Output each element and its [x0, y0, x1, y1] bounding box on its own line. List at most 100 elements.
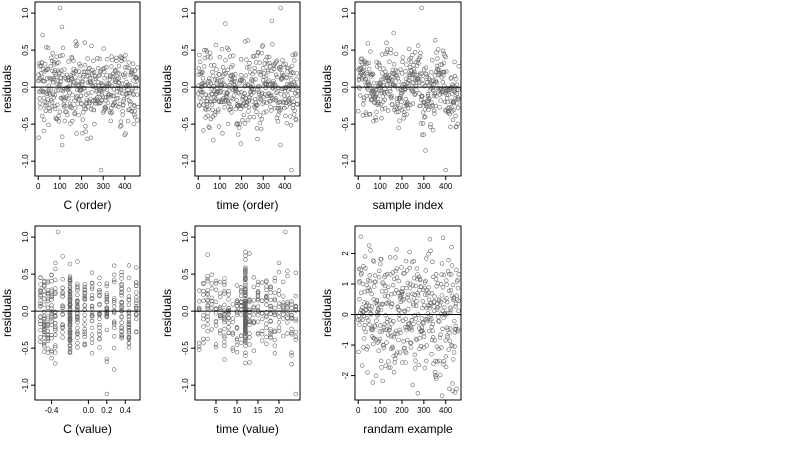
data-point [209, 281, 215, 286]
data-point [84, 97, 90, 103]
data-point [397, 327, 402, 333]
data-point [205, 288, 210, 293]
data-point [429, 316, 434, 322]
data-point [264, 313, 269, 319]
data-point [405, 106, 411, 111]
data-point [246, 98, 251, 103]
data-point [403, 69, 408, 74]
data-point [252, 69, 258, 74]
data-point [133, 85, 139, 91]
data-point [215, 77, 220, 82]
data-point [406, 46, 412, 52]
data-point [82, 317, 87, 322]
data-point [126, 297, 132, 302]
data-point [205, 113, 210, 118]
data-point [269, 108, 274, 113]
data-point [222, 105, 227, 110]
data-point [251, 320, 257, 325]
panel-c-value: -0.4 0.0 0.2 0.4-1.0-0.50.00.51.0C (value)r… [0, 225, 141, 436]
data-point [438, 332, 443, 337]
data-point [454, 87, 460, 92]
data-point [371, 259, 377, 264]
data-point [365, 344, 370, 349]
data-point [111, 277, 117, 283]
data-point [430, 128, 436, 133]
data-point [272, 275, 277, 281]
data-point [411, 62, 416, 68]
data-point [130, 86, 135, 91]
data-point [434, 376, 439, 381]
data-point [450, 381, 455, 386]
data-point [41, 341, 47, 347]
data-point [245, 82, 250, 87]
data-point [362, 336, 367, 341]
data-point [59, 24, 65, 30]
data-point [134, 78, 140, 83]
data-point [274, 90, 279, 96]
data-point [260, 280, 265, 285]
data-point [372, 284, 377, 289]
data-point [283, 85, 288, 91]
data-point [268, 331, 273, 336]
data-point [445, 269, 451, 274]
data-point [67, 104, 73, 110]
data-point [226, 325, 231, 330]
data-point [423, 268, 428, 273]
data-point [396, 307, 401, 312]
data-point [129, 88, 135, 94]
data-point [104, 283, 110, 289]
y-tick-label: 1.0 [181, 231, 190, 243]
data-point [45, 323, 51, 328]
data-point [86, 90, 91, 96]
data-point [206, 124, 211, 129]
data-point [391, 30, 396, 36]
data-point [108, 105, 114, 111]
data-point [456, 298, 461, 303]
data-point [453, 76, 459, 82]
data-point [234, 336, 240, 341]
data-point [215, 89, 221, 95]
data-point [205, 336, 210, 342]
data-point [102, 107, 108, 112]
plot-frame [34, 1, 141, 177]
data-point [115, 95, 121, 101]
data-point [94, 96, 99, 101]
data-point [117, 90, 123, 95]
data-point [58, 79, 63, 85]
data-point [454, 293, 459, 298]
data-point [257, 69, 262, 75]
data-point [360, 281, 366, 287]
data-point [197, 288, 202, 293]
data-point [283, 113, 288, 119]
data-point [289, 350, 294, 355]
data-point [389, 95, 394, 101]
data-point [255, 330, 261, 336]
data-point [40, 89, 46, 94]
data-point [281, 302, 286, 308]
data-point [437, 303, 442, 308]
data-point [386, 365, 391, 370]
data-point [63, 95, 69, 101]
data-point [419, 325, 425, 330]
y-axis-title: residuals [0, 289, 14, 337]
data-point [264, 334, 269, 340]
data-point [45, 321, 51, 327]
data-point [232, 76, 237, 82]
data-point [414, 299, 419, 304]
data-point [268, 319, 273, 324]
data-point [243, 283, 248, 288]
data-point [104, 299, 110, 304]
data-point [451, 350, 457, 355]
data-point [400, 318, 406, 323]
data-point [357, 297, 362, 302]
data-point [402, 81, 408, 87]
data-point [385, 316, 390, 322]
data-point [453, 323, 458, 329]
data-point [213, 344, 219, 350]
data-point [281, 279, 286, 285]
data-point [98, 80, 104, 86]
data-point [426, 285, 431, 290]
data-point [418, 50, 423, 55]
data-point [394, 74, 399, 79]
data-point [73, 75, 78, 80]
